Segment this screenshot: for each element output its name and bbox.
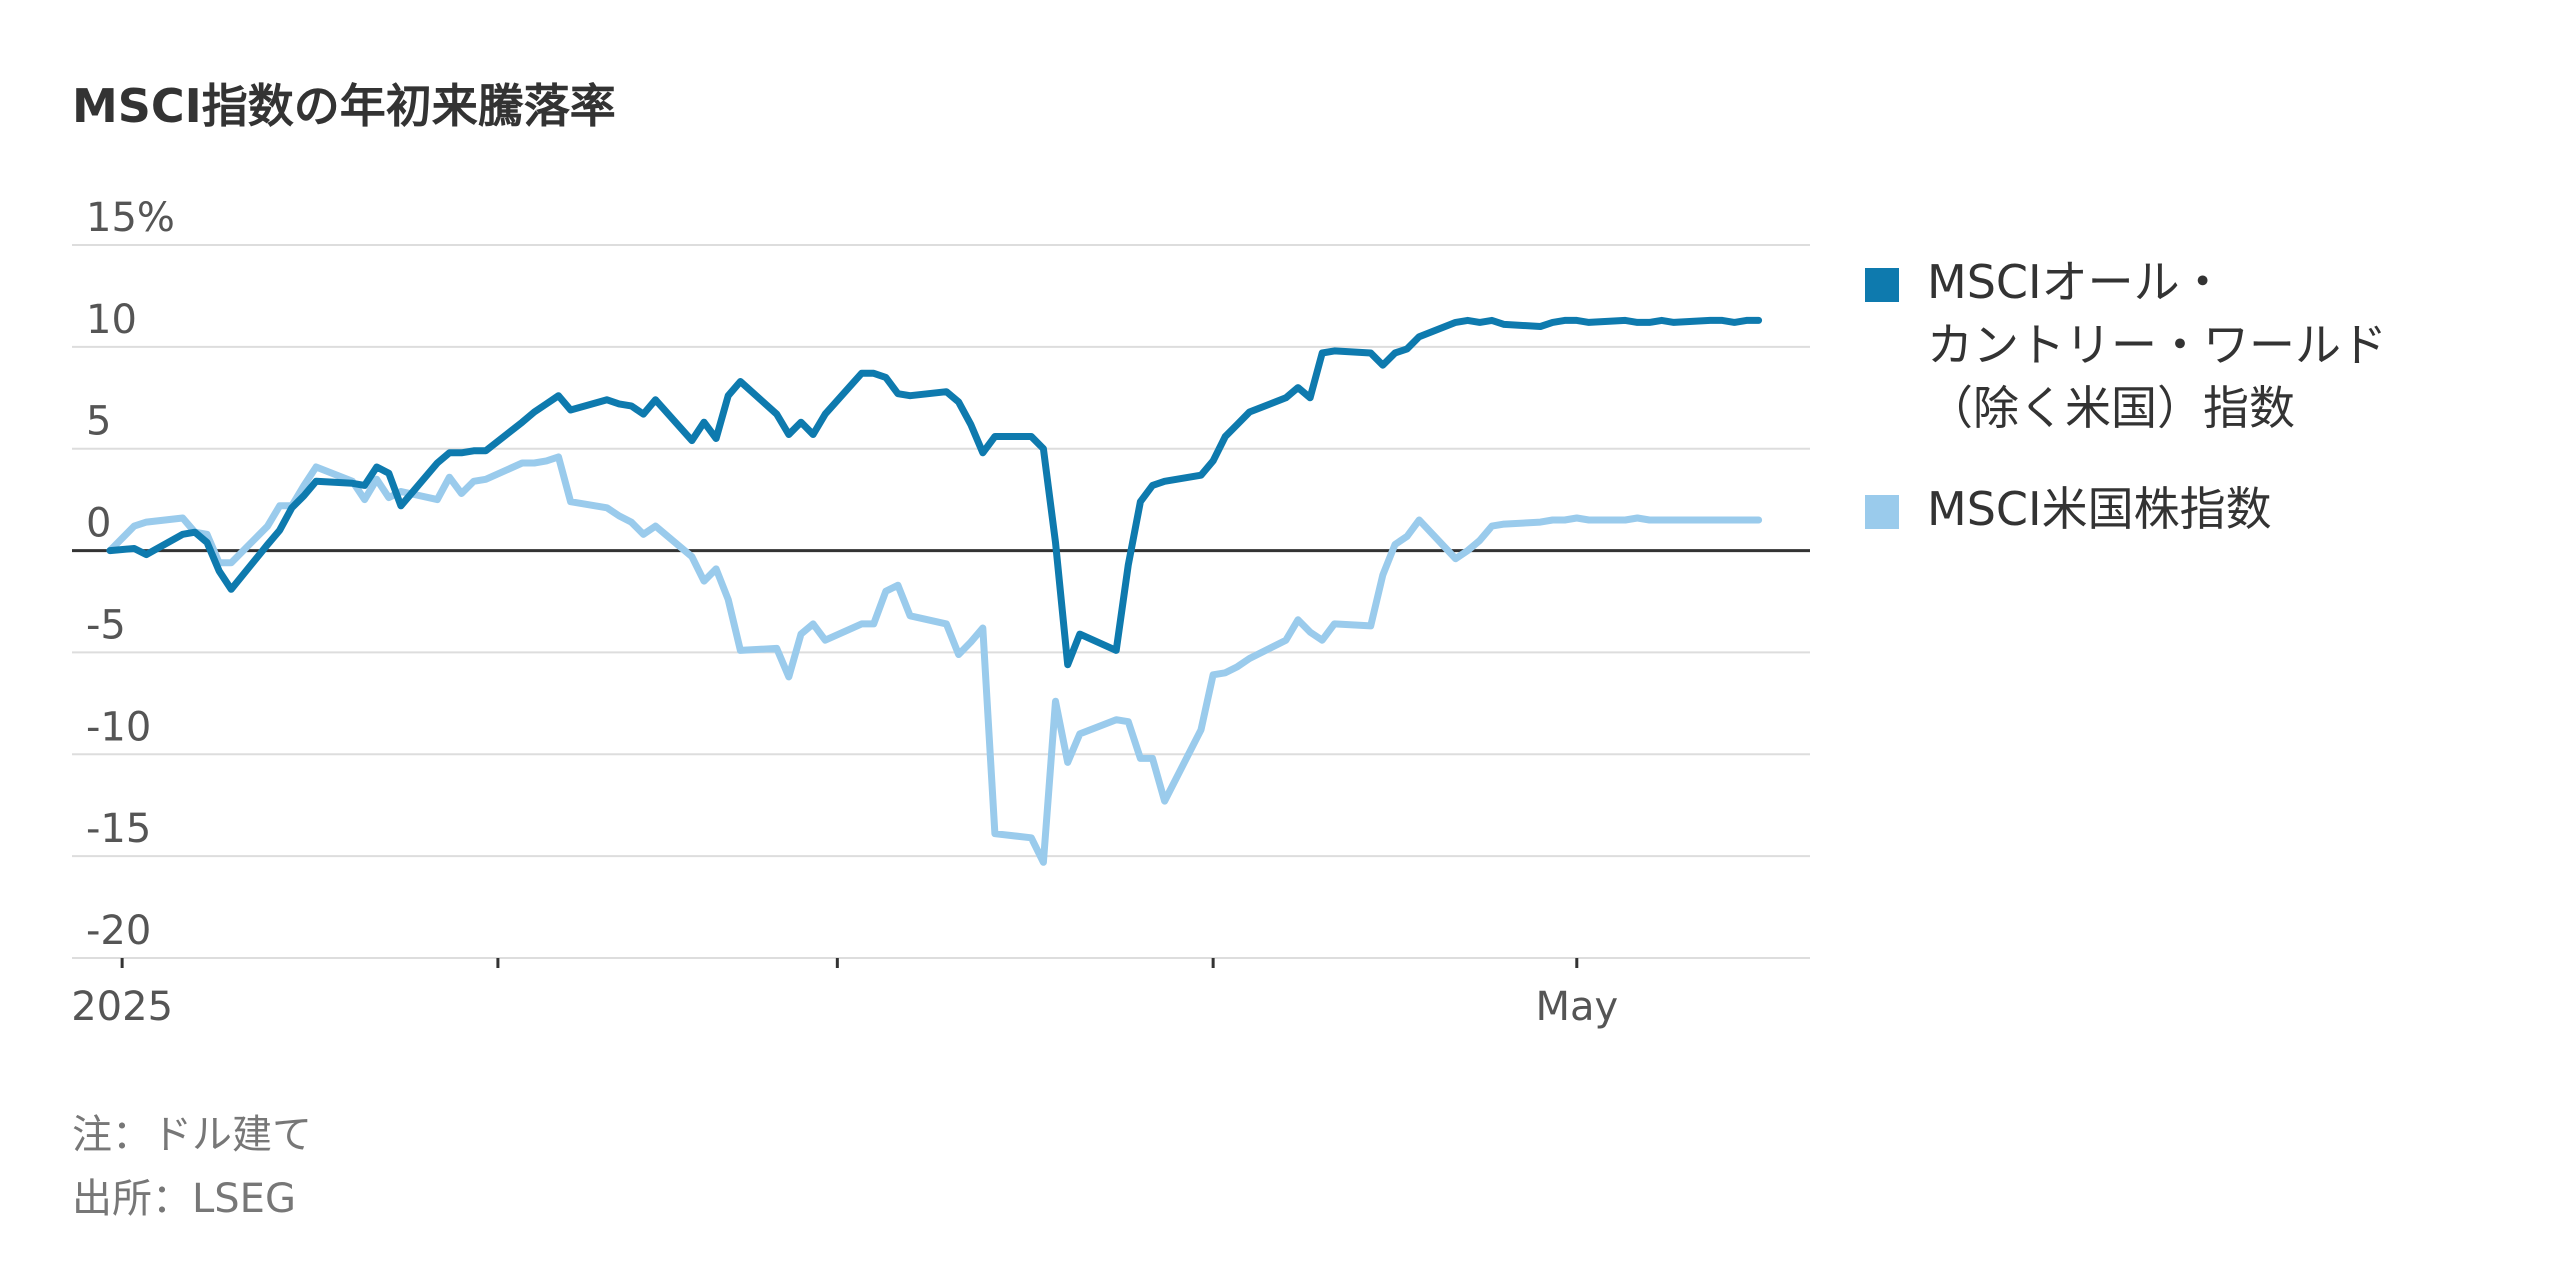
y-tick-label: -20 (86, 908, 151, 954)
y-tick-label: -15 (86, 806, 151, 852)
grid-layer (72, 244, 1810, 959)
footnote-source: 出所：LSEG (72, 1176, 296, 1222)
series-line-1 (106, 316, 1763, 669)
chart-title: MSCI指数の年初来騰落率 (72, 79, 616, 133)
legend-label-1: カントリー・ワールド (1927, 318, 2387, 372)
legend-label-1: （除く米国）指数 (1927, 381, 2295, 435)
x-tick-label: May (1535, 984, 1618, 1030)
y-tick-label: -10 (86, 704, 151, 750)
y-tick-label: 10 (86, 297, 137, 343)
footnote-currency: 注：ドル建て (72, 1112, 312, 1158)
y-tick-label: -5 (86, 602, 126, 648)
legend-swatch-2 (1865, 495, 1899, 529)
legend: MSCIオール・カントリー・ワールド （除く米国）指数 MSCI米国株指数 (1865, 255, 2387, 536)
y-tick-label: 5 (86, 399, 111, 445)
legend-label-2: MSCI米国株指数 (1927, 482, 2272, 536)
legend-label-1: MSCIオール・ (1927, 255, 2226, 309)
axis-layer: 15% 10 5 0 -5 -10 -15 -20 2025 May (71, 195, 1618, 1030)
legend-swatch-1 (1865, 268, 1899, 302)
x-tick-label: 2025 (71, 984, 173, 1030)
series-line-2 (106, 453, 1763, 866)
y-tick-label: 0 (86, 501, 111, 547)
series-layer (106, 316, 1763, 866)
y-tick-label: 15% (86, 195, 175, 241)
